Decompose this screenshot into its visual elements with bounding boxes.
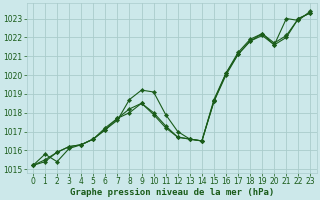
X-axis label: Graphe pression niveau de la mer (hPa): Graphe pression niveau de la mer (hPa): [69, 188, 274, 197]
